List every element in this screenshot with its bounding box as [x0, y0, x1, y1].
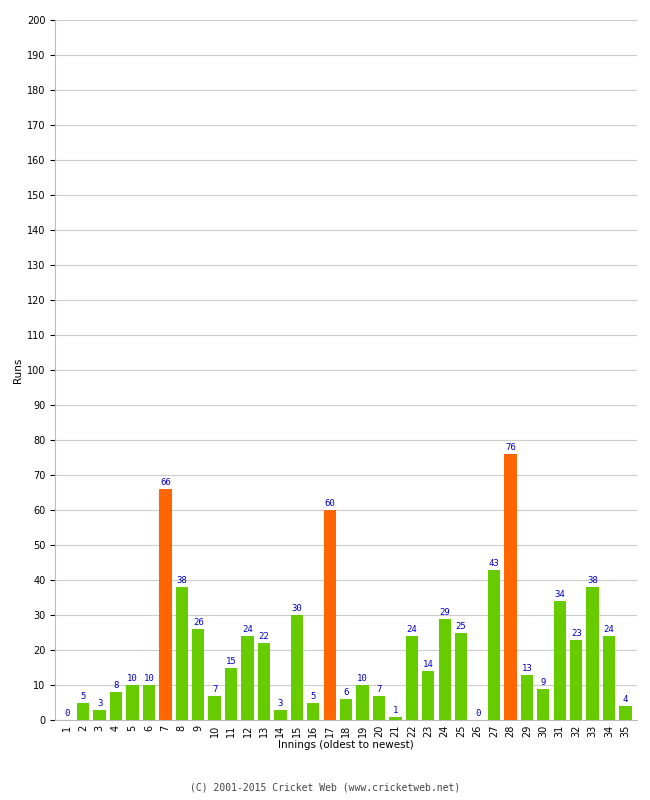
Bar: [406, 636, 418, 720]
Bar: [340, 699, 352, 720]
Bar: [209, 695, 221, 720]
Text: 26: 26: [193, 618, 203, 627]
Text: 1: 1: [393, 706, 398, 714]
Bar: [537, 689, 549, 720]
Text: 0: 0: [475, 710, 480, 718]
Bar: [504, 454, 517, 720]
Text: 10: 10: [127, 674, 138, 683]
Text: 14: 14: [423, 660, 434, 670]
Bar: [307, 702, 319, 720]
Text: 9: 9: [541, 678, 546, 686]
Text: 7: 7: [376, 685, 382, 694]
Bar: [603, 636, 616, 720]
Bar: [176, 587, 188, 720]
Bar: [225, 667, 237, 720]
Text: 24: 24: [242, 626, 253, 634]
Bar: [291, 615, 303, 720]
Bar: [126, 685, 138, 720]
Text: 0: 0: [64, 710, 70, 718]
Text: 7: 7: [212, 685, 217, 694]
Bar: [241, 636, 254, 720]
Text: 5: 5: [311, 692, 316, 701]
Bar: [422, 671, 434, 720]
Text: 10: 10: [144, 674, 154, 683]
Text: 66: 66: [160, 478, 171, 487]
Bar: [110, 692, 122, 720]
Bar: [554, 601, 566, 720]
Text: 15: 15: [226, 657, 237, 666]
Text: 38: 38: [176, 576, 187, 586]
Text: (C) 2001-2015 Cricket Web (www.cricketweb.net): (C) 2001-2015 Cricket Web (www.cricketwe…: [190, 782, 460, 792]
Bar: [143, 685, 155, 720]
Bar: [77, 702, 89, 720]
Bar: [373, 695, 385, 720]
Text: 43: 43: [489, 558, 499, 568]
Text: 10: 10: [358, 674, 368, 683]
Bar: [619, 706, 632, 720]
Y-axis label: Runs: Runs: [13, 358, 23, 382]
Text: 13: 13: [521, 664, 532, 673]
Text: 5: 5: [81, 692, 86, 701]
Text: 6: 6: [343, 688, 349, 698]
Text: 25: 25: [456, 622, 467, 630]
Text: 22: 22: [259, 632, 269, 642]
Text: 3: 3: [97, 698, 102, 708]
X-axis label: Innings (oldest to newest): Innings (oldest to newest): [278, 740, 414, 750]
Text: 76: 76: [505, 443, 516, 452]
Bar: [439, 618, 451, 720]
Bar: [389, 717, 402, 720]
Text: 30: 30: [291, 604, 302, 614]
Text: 24: 24: [406, 626, 417, 634]
Bar: [274, 710, 287, 720]
Text: 38: 38: [587, 576, 598, 586]
Text: 34: 34: [554, 590, 565, 599]
Bar: [521, 674, 533, 720]
Bar: [94, 710, 106, 720]
Bar: [488, 570, 500, 720]
Bar: [570, 639, 582, 720]
Bar: [324, 510, 336, 720]
Bar: [159, 489, 172, 720]
Bar: [258, 643, 270, 720]
Bar: [586, 587, 599, 720]
Text: 23: 23: [571, 629, 582, 638]
Text: 3: 3: [278, 698, 283, 708]
Text: 4: 4: [623, 695, 628, 704]
Bar: [356, 685, 369, 720]
Text: 60: 60: [324, 499, 335, 508]
Text: 29: 29: [439, 608, 450, 617]
Bar: [192, 629, 204, 720]
Text: 24: 24: [604, 626, 614, 634]
Text: 8: 8: [113, 682, 119, 690]
Bar: [455, 633, 467, 720]
